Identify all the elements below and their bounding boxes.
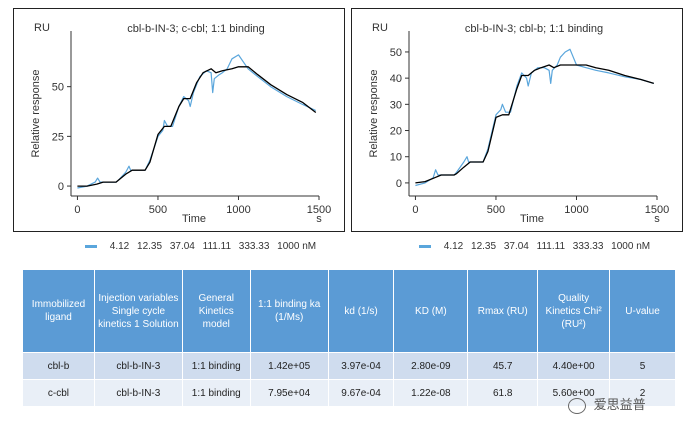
legend-value: 333.33 — [238, 241, 270, 252]
table-cell: 3.97e-04 — [327, 352, 395, 380]
x-tick-label: 0 — [412, 204, 418, 216]
table-cell: 2.80e-09 — [393, 352, 469, 380]
chart-title: cbl-b-IN-3; cbl-b; 1:1 binding — [465, 23, 603, 35]
y-tick-label: 50 — [52, 82, 64, 94]
fit-curve-line — [415, 64, 654, 184]
legend-value: 12.35 — [471, 241, 497, 252]
table-cell: 2 — [609, 379, 676, 407]
x-tick-label: 1000 — [226, 204, 250, 216]
y-tick-label: 50 — [390, 47, 402, 59]
x-tick-label: 1500 — [645, 204, 669, 216]
legend-value: 333.33 — [572, 241, 604, 252]
column-header: 1:1 binding ka (1/Ms) — [249, 269, 329, 353]
table-cell: 61.8 — [467, 379, 539, 407]
table-cell: 1:1 binding — [181, 352, 251, 380]
column-header: General Kinetics model — [181, 269, 251, 353]
legend-right: 4.12 12.35 37.04 111.11 333.33 1000 nM — [419, 241, 655, 252]
y-tick-label: 30 — [390, 99, 402, 111]
column-header: Rmax (RU) — [467, 269, 539, 353]
y-tick-label: 40 — [390, 73, 402, 85]
legend-value: 37.04 — [169, 241, 195, 252]
watermark: 爱思益普 — [568, 394, 646, 414]
table-row: cbl-b cbl-b-IN-3 1:1 binding 1.42e+05 3.… — [22, 352, 676, 380]
table-cell: 5 — [609, 352, 676, 380]
x-tick-label: 1500 — [307, 204, 331, 216]
column-header: U-value — [609, 269, 676, 353]
column-header: Immobilized ligand — [22, 269, 95, 353]
table-cell: 45.7 — [467, 352, 539, 380]
x-unit-label: s — [316, 213, 322, 225]
table-cell: 7.95e+04 — [249, 379, 329, 407]
table-header-row: Immobilized ligand Injection variables S… — [22, 269, 676, 353]
x-tick-label: 1000 — [564, 204, 588, 216]
chart-panel-cbl-b: 0 10 20 30 40 50 0 500 1000 1500 RU cbl-b-IN-3; cbl… — [351, 8, 683, 232]
table-cell: cbl-b — [22, 352, 95, 380]
x-tick-label: 500 — [149, 204, 167, 216]
table-cell: 1.42e+05 — [249, 352, 329, 380]
chart-panel-c-cbl: 0 25 50 0 500 1000 1500 RU cbl-b-IN-3; c-cbl; 1:… — [13, 8, 345, 232]
legend-value: 1000 nM — [611, 241, 651, 252]
y-tick-label: 0 — [58, 181, 64, 193]
table-row: c-cbl cbl-b-IN-3 1:1 binding 7.95e+04 9.… — [22, 379, 676, 407]
column-header: Quality Kinetics Chi² (RU²) — [537, 269, 611, 353]
table-cell: cbl-b-IN-3 — [93, 352, 183, 380]
unit-label: RU — [372, 22, 388, 34]
chart-title: cbl-b-IN-3; c-cbl; 1:1 binding — [127, 23, 265, 35]
legend-value: 37.04 — [503, 241, 529, 252]
column-header: kd (1/s) — [327, 269, 395, 353]
legend-value: 12.35 — [137, 241, 163, 252]
y-tick-label: 25 — [52, 131, 64, 143]
legend-left: 4.12 12.35 37.04 111.11 333.33 1000 nM — [85, 241, 321, 252]
table-cell: 9.67e-04 — [327, 379, 395, 407]
legend-swatch — [85, 244, 97, 248]
x-unit-label: s — [654, 213, 660, 225]
table-cell: 4.40e+00 — [537, 352, 611, 380]
unit-label: RU — [34, 22, 50, 34]
watermark-text: 爱思益普 — [593, 397, 646, 412]
legend-value: 111.11 — [202, 241, 232, 252]
legend-value: 1000 nM — [277, 241, 317, 252]
legend-value: 4.12 — [109, 241, 130, 252]
x-axis-label: Time — [182, 213, 206, 225]
table-cell: c-cbl — [22, 379, 95, 407]
table-cell: 1.22e-08 — [393, 379, 469, 407]
wechat-icon — [568, 397, 586, 414]
y-tick-label: 0 — [396, 178, 402, 190]
column-header: KD (M) — [393, 269, 469, 353]
legend-swatch — [419, 244, 431, 248]
x-tick-label: 500 — [487, 204, 505, 216]
y-tick-label: 10 — [390, 152, 402, 164]
y-axis-label: Relative response — [368, 69, 380, 157]
legend-value: 111.11 — [536, 241, 566, 252]
y-axis-label: Relative response — [30, 69, 42, 157]
kinetics-results-table: Immobilized ligand Injection variables S… — [22, 269, 676, 407]
fit-curve-line — [77, 66, 317, 187]
column-header: Injection variables Single cycle kinetic… — [93, 269, 183, 353]
measured-response-line — [77, 54, 317, 189]
x-axis-label: Time — [520, 213, 544, 225]
x-tick-label: 0 — [74, 204, 80, 216]
table-cell: cbl-b-IN-3 — [93, 379, 183, 407]
y-tick-label: 20 — [390, 126, 402, 138]
table-cell: 1:1 binding — [181, 379, 251, 407]
legend-value: 4.12 — [443, 241, 464, 252]
